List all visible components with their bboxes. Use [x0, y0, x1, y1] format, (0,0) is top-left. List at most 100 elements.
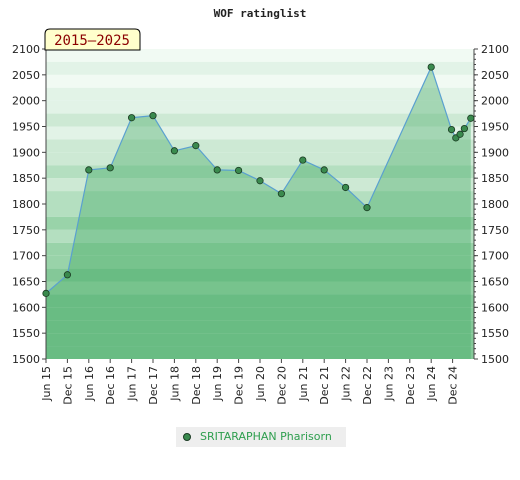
series-line	[45, 65, 472, 294]
area-fill	[46, 67, 471, 359]
grid-band	[46, 255, 474, 269]
grid-band	[46, 229, 474, 243]
x-tick-label: Dec 16	[104, 366, 117, 405]
y-tick-label: 1550	[481, 327, 509, 340]
y-tick-label: 1800	[481, 198, 509, 211]
x-tick-label: Dec 23	[404, 366, 417, 405]
y-tick-label: 1900	[12, 146, 40, 159]
x-tick-label: Jun 17	[126, 366, 139, 402]
legend-marker-icon	[183, 433, 191, 441]
y-tick-label: 2050	[481, 69, 509, 82]
y-tick-label: 1650	[481, 276, 509, 289]
legend-series-name: SRITARAPHAN Pharisorn	[200, 430, 332, 443]
x-tick-label: Dec 24	[447, 366, 460, 405]
grid-band	[46, 281, 474, 295]
x-tick-label: Jun 24	[425, 366, 438, 402]
grid-band	[46, 333, 474, 347]
x-tick-label: Dec 20	[275, 366, 288, 405]
x-tick-label: Jun 19	[211, 366, 224, 402]
data-point	[170, 147, 178, 155]
y-tick-label: 1850	[12, 172, 40, 185]
x-tick-label: Dec 15	[61, 366, 74, 405]
y-tick-label: 1550	[12, 327, 40, 340]
y-tick-label: 2000	[12, 95, 40, 108]
x-tick-label: Dec 22	[361, 366, 374, 405]
x-tick-label: Jun 18	[168, 366, 181, 402]
x-tick-label: Dec 17	[147, 366, 160, 405]
grid-band	[46, 87, 474, 101]
data-point	[42, 289, 50, 297]
x-tick-label: Jun 23	[382, 366, 395, 402]
grid-band	[46, 165, 474, 179]
x-axis: Jun 15 Dec 15 Jun 16 Dec 16 Jun 17 Dec 17 Jun …	[40, 359, 460, 405]
grid-band	[46, 191, 474, 204]
data-point	[106, 164, 114, 172]
data-point	[192, 142, 200, 150]
x-tick-label: Dec 21	[318, 366, 331, 405]
y-tick-label: 2000	[481, 95, 509, 108]
x-tick-label: Jun 15	[40, 366, 53, 402]
data-point	[277, 190, 285, 198]
grid-band	[46, 320, 474, 334]
chart-title: WOF ratinglist	[214, 7, 307, 20]
y-tick-label: 1600	[481, 301, 509, 314]
y-tick-label: 1500	[12, 353, 40, 366]
y-tick-label: 2100	[12, 43, 40, 56]
data-point	[128, 114, 136, 122]
y-tick-label: 1500	[481, 353, 509, 366]
data-point	[149, 112, 157, 120]
x-tick-label: Dec 18	[190, 366, 203, 405]
y-tick-label: 1750	[481, 224, 509, 237]
grid-band	[46, 74, 474, 88]
y-tick-label: 1900	[481, 146, 509, 159]
data-point	[63, 271, 72, 279]
data-point	[447, 126, 456, 134]
y-tick-label: 1800	[12, 198, 40, 211]
y-axis-left: 1500 1550 1600 1650 1700 1750 1800 1850 1900 1950…	[12, 43, 46, 366]
grid-band	[46, 307, 474, 321]
grid-band	[46, 100, 474, 114]
y-tick-label: 1700	[12, 250, 40, 263]
y-tick-label: 1600	[12, 301, 40, 314]
x-tick-label: Jun 20	[254, 366, 267, 402]
data-point	[320, 166, 328, 174]
data-point	[460, 124, 468, 133]
legend: SRITARAPHAN Pharisorn	[176, 427, 346, 447]
data-point	[213, 166, 221, 174]
y-axis-right: 1500 1550 1600 1650 1700 1750 1800 1850 1900 1950…	[474, 43, 509, 366]
grid-band	[46, 294, 474, 308]
grid-band	[46, 178, 474, 192]
y-tick-label: 1950	[481, 121, 509, 134]
data-point	[235, 166, 243, 175]
x-tick-label: Jun 22	[340, 366, 353, 402]
grid-band	[46, 126, 474, 140]
grid-band	[46, 61, 474, 75]
data-point	[363, 204, 371, 212]
x-tick-label: Dec 19	[233, 366, 246, 405]
data-point	[299, 156, 307, 164]
grid-band	[46, 139, 474, 153]
grid-band	[46, 268, 474, 282]
grid-band	[46, 216, 474, 230]
y-tick-label: 1950	[12, 121, 40, 134]
y-tick-label: 1850	[481, 172, 509, 185]
data-point	[256, 177, 264, 185]
data-point	[341, 183, 350, 192]
y-tick-label: 1750	[12, 224, 40, 237]
period-badge: 2015–2025	[44, 28, 141, 51]
grid-band	[46, 49, 474, 62]
data-point	[467, 114, 475, 122]
x-tick-label: Jun 16	[83, 366, 96, 402]
data-point	[427, 63, 435, 71]
data-points	[42, 63, 475, 297]
period-label: 2015–2025	[54, 33, 130, 49]
y-tick-label: 2100	[481, 43, 509, 56]
y-tick-label: 1650	[12, 276, 40, 289]
grid-band	[46, 346, 474, 359]
y-tick-label: 1700	[481, 250, 509, 263]
grid-band	[46, 242, 474, 256]
x-tick-label: Jun 21	[297, 366, 310, 402]
data-point	[456, 130, 464, 138]
data-point	[85, 166, 93, 174]
y-tick-label: 2050	[12, 69, 40, 82]
